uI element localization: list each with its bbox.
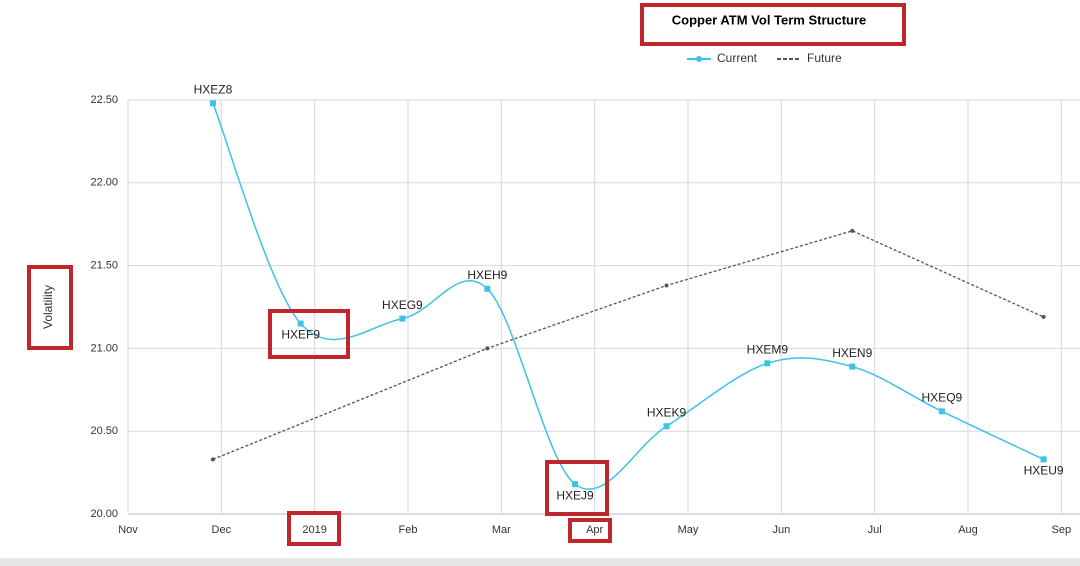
x-tick-label: Feb bbox=[399, 524, 418, 536]
x-tick-label: Dec bbox=[212, 524, 232, 536]
y-tick-label: 21.50 bbox=[90, 260, 118, 272]
y-tick-label: 20.50 bbox=[90, 425, 118, 437]
x-tick-label: Aug bbox=[958, 524, 978, 536]
y-tick-label: 20.00 bbox=[90, 508, 118, 520]
point bbox=[209, 100, 216, 107]
point-label: HXEU9 bbox=[1024, 464, 1064, 478]
point-label: HXEK9 bbox=[647, 405, 687, 419]
x-tick-label: Nov bbox=[118, 524, 138, 536]
x-tick-label: Mar bbox=[492, 524, 511, 536]
point-label: HXEZ8 bbox=[194, 82, 233, 96]
point-label: HXEQ9 bbox=[922, 390, 963, 404]
point bbox=[210, 457, 215, 462]
x-tick-label: Jul bbox=[868, 524, 882, 536]
x-tick-label: Jun bbox=[772, 524, 790, 536]
legend-label: Future bbox=[807, 51, 842, 65]
point-label: HXEJ9 bbox=[556, 488, 594, 502]
point-label: HXEH9 bbox=[467, 268, 507, 282]
highlight-box bbox=[287, 511, 341, 546]
point bbox=[938, 408, 945, 415]
x-tick-label: Apr bbox=[586, 524, 603, 536]
point bbox=[484, 285, 491, 292]
highlight-box bbox=[545, 460, 609, 516]
point bbox=[399, 315, 406, 322]
point-label: HXEF9 bbox=[281, 328, 320, 342]
point-label: HXEN9 bbox=[832, 346, 872, 360]
point-label: HXEG9 bbox=[382, 298, 423, 312]
point bbox=[663, 423, 670, 430]
highlight-box bbox=[27, 265, 73, 350]
point bbox=[297, 320, 304, 327]
point bbox=[664, 283, 669, 288]
legend-label: Current bbox=[717, 51, 758, 65]
point bbox=[485, 346, 490, 351]
y-tick-label: 21.00 bbox=[90, 342, 118, 354]
point bbox=[764, 360, 771, 367]
chart-title: Copper ATM Vol Term Structure bbox=[672, 12, 867, 27]
point bbox=[849, 363, 856, 370]
point bbox=[1040, 456, 1047, 463]
point bbox=[572, 481, 579, 488]
x-tick-label: Sep bbox=[1052, 524, 1072, 536]
point bbox=[850, 228, 855, 233]
x-tick-label: 2019 bbox=[302, 524, 326, 536]
scrollbar bbox=[0, 558, 1080, 566]
legend-marker bbox=[696, 56, 702, 62]
highlight-box bbox=[568, 518, 612, 543]
y-tick-label: 22.00 bbox=[90, 177, 118, 189]
highlight-box bbox=[268, 309, 350, 359]
x-tick-label: May bbox=[678, 524, 699, 536]
point bbox=[1041, 314, 1046, 319]
y-axis-label: Volatility bbox=[41, 285, 55, 329]
point-label: HXEM9 bbox=[747, 342, 789, 356]
y-tick-label: 22.50 bbox=[90, 94, 118, 106]
highlight-box bbox=[640, 3, 906, 46]
